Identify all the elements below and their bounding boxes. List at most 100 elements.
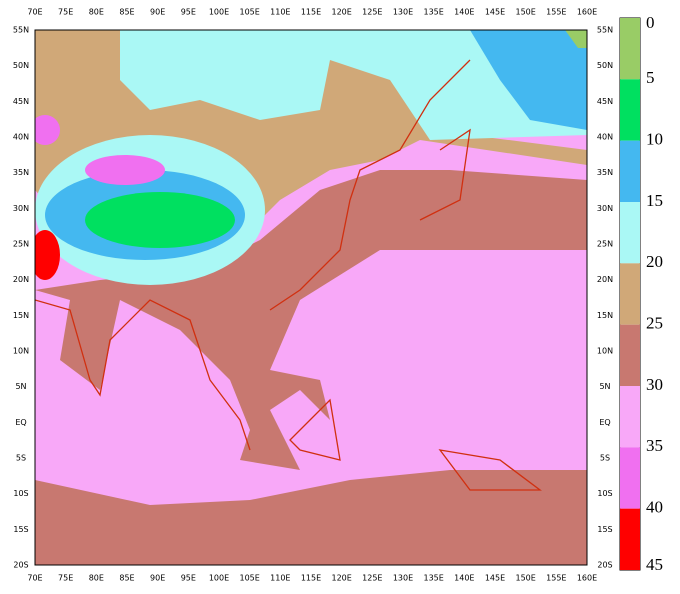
colorbar-bin bbox=[620, 18, 640, 80]
lat-label: 45N bbox=[597, 97, 613, 106]
lon-label: 70E bbox=[27, 8, 42, 17]
lat-label: 5N bbox=[15, 382, 26, 391]
lat-label: 55N bbox=[597, 26, 613, 35]
lon-label: 95E bbox=[181, 8, 196, 17]
lat-label: 20N bbox=[13, 275, 29, 284]
lon-label: 130E bbox=[393, 8, 413, 17]
lon-label: 80E bbox=[89, 574, 104, 583]
colorbar-bin bbox=[620, 79, 640, 141]
lon-label: 105E bbox=[240, 574, 260, 583]
region bbox=[35, 470, 587, 565]
lon-label: 100E bbox=[209, 8, 229, 17]
lon-label: 130E bbox=[393, 574, 413, 583]
lat-label: 20S bbox=[597, 561, 612, 570]
coastline bbox=[35, 59, 542, 491]
map-frame bbox=[34, 29, 588, 566]
field bbox=[35, 30, 587, 565]
lat-label: 45N bbox=[13, 97, 29, 106]
region bbox=[35, 170, 587, 470]
lat-label: 20N bbox=[597, 275, 613, 284]
lat-label: 15S bbox=[13, 525, 28, 534]
lon-label: 110E bbox=[270, 8, 290, 17]
lat-label: 55N bbox=[13, 26, 29, 35]
lon-label: 120E bbox=[332, 8, 352, 17]
colorbar-bin bbox=[620, 140, 640, 202]
lon-label: 75E bbox=[58, 574, 73, 583]
colorbar-label: 45 bbox=[646, 555, 663, 574]
lon-label: 90E bbox=[150, 574, 165, 583]
region bbox=[35, 230, 60, 280]
lon-label: 75E bbox=[58, 8, 73, 17]
region bbox=[85, 155, 165, 185]
lat-label: EQ bbox=[15, 418, 26, 427]
lon-label: 135E bbox=[424, 574, 444, 583]
colorbar-label: 35 bbox=[646, 436, 663, 455]
colorbar-bin bbox=[620, 324, 640, 386]
lon-label: 145E bbox=[485, 8, 505, 17]
lat-label: 20S bbox=[13, 561, 28, 570]
lon-label: 115E bbox=[301, 574, 321, 583]
colorbar-label: 40 bbox=[646, 498, 663, 517]
lat-label: 10S bbox=[13, 489, 28, 498]
lat-label: 30N bbox=[13, 204, 29, 213]
region bbox=[85, 192, 235, 248]
lat-label: 40N bbox=[597, 133, 613, 142]
lat-label: 50N bbox=[597, 61, 613, 70]
lon-label: 150E bbox=[516, 8, 536, 17]
lat-label: 10N bbox=[13, 347, 29, 356]
lon-label: 70E bbox=[27, 574, 42, 583]
colorbar-label: 5 bbox=[646, 68, 655, 87]
lon-label: 140E bbox=[454, 574, 474, 583]
lat-label: 10N bbox=[597, 347, 613, 356]
lon-label: 85E bbox=[119, 574, 134, 583]
lon-label: 155E bbox=[546, 8, 566, 17]
lat-label: 40N bbox=[13, 133, 29, 142]
lon-label: 150E bbox=[516, 574, 536, 583]
lat-label: 25N bbox=[13, 240, 29, 249]
lon-label: 90E bbox=[150, 8, 165, 17]
lat-label: 15N bbox=[597, 311, 613, 320]
lat-label: 10S bbox=[597, 489, 612, 498]
colorbar-bin bbox=[620, 508, 640, 570]
lat-label: 25N bbox=[597, 240, 613, 249]
lat-label: 15S bbox=[597, 525, 612, 534]
lon-label: 135E bbox=[424, 8, 444, 17]
colorbar-label: 25 bbox=[646, 314, 663, 333]
lon-label: 110E bbox=[270, 574, 290, 583]
colorbar-label: 30 bbox=[646, 375, 663, 394]
lon-label: 140E bbox=[454, 8, 474, 17]
lon-label: 105E bbox=[240, 8, 260, 17]
colorbar-bin bbox=[620, 447, 640, 509]
lon-label: 100E bbox=[209, 574, 229, 583]
lat-label: 35N bbox=[597, 168, 613, 177]
colorbar-label: 20 bbox=[646, 252, 663, 271]
lat-label: 50N bbox=[13, 61, 29, 70]
region bbox=[35, 115, 60, 145]
lon-label: 115E bbox=[301, 8, 321, 17]
lon-label: 145E bbox=[485, 574, 505, 583]
lon-label: 155E bbox=[546, 574, 566, 583]
lat-label: EQ bbox=[599, 418, 610, 427]
colorbar-bin bbox=[620, 386, 640, 448]
lon-label: 125E bbox=[362, 8, 382, 17]
colorbar-label: 10 bbox=[646, 130, 663, 149]
lat-label: 30N bbox=[597, 204, 613, 213]
colorbar-label: 0 bbox=[646, 13, 655, 32]
lat-label: 15N bbox=[13, 311, 29, 320]
lat-label: 5N bbox=[599, 382, 610, 391]
lon-label: 125E bbox=[362, 574, 382, 583]
lon-label: 95E bbox=[181, 574, 196, 583]
lat-label: 35N bbox=[13, 168, 29, 177]
lat-label: 5S bbox=[600, 454, 610, 463]
colorbar-bin bbox=[620, 263, 640, 325]
region bbox=[565, 30, 587, 48]
region bbox=[120, 30, 587, 140]
lon-label: 160E bbox=[577, 8, 597, 17]
lat-label: 5S bbox=[16, 454, 26, 463]
lon-label: 80E bbox=[89, 8, 104, 17]
lon-label: 85E bbox=[119, 8, 134, 17]
colorbar-bin bbox=[620, 202, 640, 264]
lon-label: 120E bbox=[332, 574, 352, 583]
region bbox=[470, 30, 587, 130]
